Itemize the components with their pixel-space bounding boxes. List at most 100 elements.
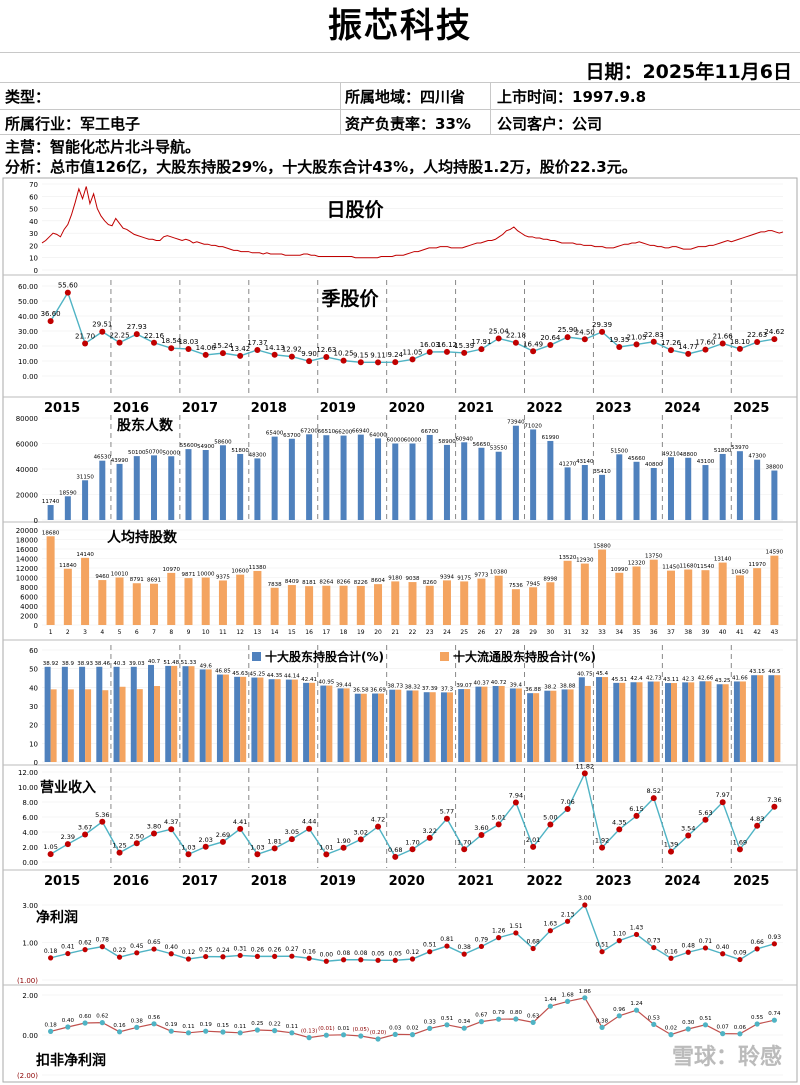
holders-bar-label: 40800 [645, 462, 663, 468]
revenue-label: 2.01 [526, 836, 540, 844]
top10-holders-bar [199, 669, 206, 762]
top10-float-bar [498, 685, 505, 762]
top10-holders-bar [544, 690, 551, 762]
netprofit-label: 0.08 [354, 950, 368, 957]
top10-bar-label: 38.46 [94, 661, 110, 667]
percap-bar-label: 7536 [509, 583, 523, 589]
holders-bar [461, 442, 468, 520]
top10-float-bar [619, 682, 626, 762]
netprofit-point [99, 944, 105, 950]
quarterly-price-point [754, 339, 761, 346]
revenue-point [47, 851, 54, 858]
revenue-point [736, 846, 743, 853]
percap-xtick-label: 39 [702, 629, 710, 636]
percap-bar-label: 10000 [197, 572, 215, 578]
top10-float-bar [360, 693, 367, 762]
percap-xtick-label: 20 [374, 629, 382, 636]
top10-ytick-label: 0 [34, 759, 38, 767]
netprofit-label: 0.26 [268, 946, 282, 953]
netprofit-label: 0.40 [165, 944, 179, 951]
top10-float-bar [602, 677, 609, 762]
top10-holders-bar [440, 692, 447, 762]
kfprofit-label: 0.56 [148, 1015, 161, 1021]
percap-bar-label: 11970 [748, 562, 766, 568]
revenue-label: 1.70 [405, 838, 419, 846]
quarterly-price-point [443, 348, 450, 355]
percap-bar [649, 559, 658, 625]
percap-bar [460, 581, 469, 625]
daily-ytick-label: 0 [34, 267, 38, 275]
top10-holders-bar [716, 684, 723, 762]
percap-xtick-label: 19 [357, 629, 365, 636]
netprofit-label: 0.65 [147, 939, 161, 946]
revenue-point [702, 816, 709, 823]
percap-ytick-label: 8000 [20, 584, 38, 592]
revenue-label: 2.50 [130, 832, 144, 840]
kfprofit-label: 0.01 [337, 1026, 349, 1032]
percap-bar [615, 572, 624, 625]
kfprofit-point [134, 1024, 140, 1030]
top10-bar-label: 40.37 [474, 681, 490, 687]
kfprofit-point [754, 1021, 760, 1027]
top10-holders-bar [613, 682, 620, 762]
revenue-point [719, 799, 726, 806]
kfprofit-point [668, 1032, 674, 1038]
revenue-label: 1.90 [336, 837, 350, 845]
top10-float-bar [154, 686, 161, 762]
revenue-point [116, 849, 123, 856]
kfprofit-label: 0.51 [441, 1016, 453, 1022]
holders-bar [409, 443, 416, 520]
revenue-point [512, 799, 519, 806]
top10-holders-bar [337, 688, 344, 762]
quarterly-price-label: 11.05 [402, 348, 422, 356]
holders-bar-label: 43990 [111, 458, 129, 464]
percap-ytick-label: 2000 [20, 613, 38, 621]
netprofit-point [254, 953, 261, 959]
kfprofit-point [306, 1035, 312, 1041]
netprofit-point [599, 949, 605, 955]
netprofit-point [306, 955, 312, 961]
top10-holders-bar [509, 688, 516, 762]
revenue-point [633, 812, 640, 819]
top10-float-bar [67, 689, 74, 762]
revenue-label: 3.60 [474, 824, 488, 832]
daily-chart-title: 日股价 [326, 199, 384, 221]
kfprofit-point [564, 998, 571, 1005]
netprofit-point [496, 935, 502, 941]
percap-bar [477, 578, 486, 625]
top10-float-bar [774, 675, 781, 762]
holders-bar [443, 444, 450, 520]
kfprofit-label: (0.01) [318, 1026, 335, 1032]
revenue-label: 4.37 [164, 818, 178, 826]
netprofit-point [720, 951, 726, 957]
revenue-point [64, 841, 71, 848]
kfprofit-point [151, 1021, 157, 1027]
top10-holders-bar [320, 685, 327, 762]
quarterly-price-point [340, 357, 347, 364]
kfprofit-point [582, 995, 588, 1001]
top10-holders-bar [664, 683, 671, 762]
holders-bar [650, 467, 657, 520]
percap-bar [356, 585, 365, 625]
percap-bar [115, 577, 124, 625]
netprofit-point [461, 951, 467, 957]
top10-float-bar [670, 683, 677, 762]
kfprofit-label: 0.25 [251, 1021, 264, 1027]
top10-bar-label: 42.41 [301, 677, 317, 683]
top10-bar-label: 43.25 [715, 678, 731, 684]
percap-xtick-label: 36 [650, 629, 658, 636]
quarterly-price-point [650, 338, 657, 345]
holders-bar-label: 66700 [421, 429, 439, 435]
quarterly-price-label: 22.83 [644, 331, 664, 339]
netprofit-label: 0.12 [406, 949, 420, 956]
top10-float-bar [567, 689, 574, 762]
top10-holders-bar [492, 685, 499, 762]
year-label: 2022 [527, 401, 563, 416]
holders-bar [202, 450, 209, 520]
revenue-label: 7.36 [767, 796, 781, 804]
quarterly-ytick-label: 60.00 [18, 283, 38, 291]
netprofit-label: 0.08 [337, 950, 351, 957]
netprofit-label: 0.66 [750, 939, 764, 946]
kfprofit-ytick-label: 0.00 [22, 1032, 38, 1040]
top10-float-bar [378, 693, 385, 762]
